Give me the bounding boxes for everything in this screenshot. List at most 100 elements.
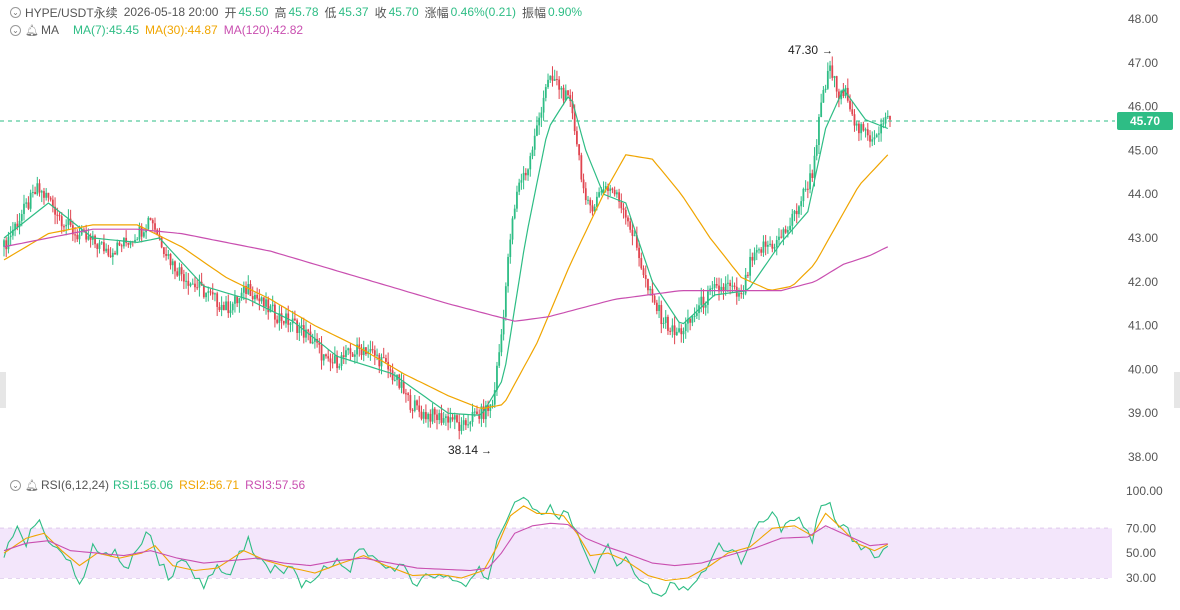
candle-body bbox=[615, 192, 618, 195]
amplitude-label: 振幅 bbox=[522, 5, 547, 20]
ma-label[interactable]: MA bbox=[40, 23, 59, 37]
right-scroll-handle[interactable] bbox=[1174, 372, 1180, 408]
rsi-legend: ⌄ 🔔︎ RSI(6,12,24) RSI1:56.06 RSI2:56.71 … bbox=[10, 477, 311, 493]
candle-body bbox=[234, 296, 236, 304]
candle-body bbox=[655, 302, 658, 312]
candle-body bbox=[842, 90, 845, 97]
candle-body bbox=[238, 298, 241, 304]
candle-body bbox=[194, 283, 196, 288]
candle-body bbox=[293, 318, 296, 321]
candle-body bbox=[635, 235, 638, 248]
collapse-chevron-icon[interactable]: ⌄ bbox=[10, 6, 21, 18]
candle-body bbox=[176, 271, 179, 276]
candle-body bbox=[795, 210, 798, 215]
candle-body bbox=[724, 283, 727, 291]
bell-icon[interactable]: 🔔︎ bbox=[25, 479, 39, 492]
candle-body bbox=[382, 357, 385, 359]
candle-body bbox=[826, 70, 829, 89]
candle-body bbox=[618, 192, 620, 202]
candle-body bbox=[749, 256, 752, 276]
bell-icon[interactable]: 🔔︎ bbox=[25, 24, 39, 37]
candle-body bbox=[853, 114, 856, 126]
candle-body bbox=[862, 124, 865, 131]
candle-body bbox=[624, 209, 627, 218]
candle-body bbox=[78, 234, 81, 240]
candle-body bbox=[473, 411, 476, 413]
candle-body bbox=[320, 344, 323, 361]
rsi2-value: RSI2:56.71 bbox=[179, 478, 240, 492]
candle-body bbox=[451, 417, 454, 420]
candle-body bbox=[87, 236, 90, 240]
candle-body bbox=[782, 229, 785, 238]
candle-body bbox=[762, 241, 765, 253]
candle-body bbox=[402, 381, 405, 394]
candle-body bbox=[560, 87, 563, 90]
candle-body bbox=[136, 239, 139, 241]
candle-body bbox=[309, 331, 312, 344]
candle-body bbox=[411, 409, 414, 411]
rsi-label[interactable]: RSI(6,12,24) bbox=[40, 478, 110, 492]
candle-body bbox=[849, 100, 851, 110]
candle-body bbox=[447, 416, 450, 423]
candle-body bbox=[556, 79, 558, 81]
candle-body bbox=[673, 325, 676, 336]
candle-body bbox=[376, 354, 378, 356]
candle-body bbox=[464, 420, 467, 426]
candle-body bbox=[493, 390, 496, 405]
high-marker: 47.30 bbox=[788, 43, 818, 57]
candle-body bbox=[742, 293, 745, 295]
high-arrow-icon: → bbox=[822, 45, 833, 57]
candle-body bbox=[329, 358, 332, 363]
left-scroll-handle[interactable] bbox=[0, 372, 6, 408]
candle-body bbox=[622, 208, 625, 210]
datetime-label: 2026-05-18 20:00 bbox=[123, 5, 219, 19]
candle-body bbox=[658, 304, 660, 312]
collapse-chevron-icon[interactable]: ⌄ bbox=[10, 479, 21, 491]
candle-body bbox=[387, 361, 390, 370]
candle-body bbox=[258, 298, 261, 302]
rsi-tick-label: 70.00 bbox=[1126, 521, 1156, 535]
candle-body bbox=[400, 381, 403, 388]
candle-body bbox=[875, 134, 878, 138]
candle-body bbox=[351, 353, 354, 357]
candle-body bbox=[165, 253, 168, 256]
candle-body bbox=[127, 242, 130, 245]
candle-body bbox=[564, 90, 567, 101]
candle-body bbox=[731, 285, 734, 287]
candle-body bbox=[167, 254, 170, 256]
candle-body bbox=[191, 283, 194, 285]
candle-body bbox=[134, 239, 136, 242]
candle-body bbox=[689, 318, 692, 323]
candle-body bbox=[644, 275, 647, 279]
price-tick-label: 42.00 bbox=[1128, 275, 1158, 289]
candle-body bbox=[198, 281, 201, 288]
candle-body bbox=[733, 285, 736, 287]
candle-body bbox=[758, 249, 760, 251]
candle-body bbox=[67, 218, 70, 225]
candle-body bbox=[453, 415, 456, 420]
candle-body bbox=[69, 218, 72, 226]
close-value: 45.70 bbox=[388, 5, 419, 19]
candle-body bbox=[600, 191, 603, 193]
candle-body bbox=[751, 256, 754, 261]
candle-body bbox=[531, 149, 534, 157]
candle-body bbox=[800, 201, 803, 207]
candle-body bbox=[513, 208, 516, 219]
candle-body bbox=[56, 214, 59, 216]
collapse-chevron-icon[interactable]: ⌄ bbox=[10, 24, 21, 36]
candle-body bbox=[225, 301, 227, 311]
price-tick-label: 47.00 bbox=[1128, 56, 1158, 70]
candle-body bbox=[766, 244, 769, 247]
price-tick-label: 46.00 bbox=[1128, 100, 1158, 114]
candle-body bbox=[864, 129, 867, 131]
price-tick-label: 40.00 bbox=[1128, 362, 1158, 376]
rsi-line-rsi2 bbox=[3, 505, 889, 582]
candle-body bbox=[667, 316, 669, 331]
candle-body bbox=[27, 202, 30, 209]
candle-body bbox=[496, 365, 498, 391]
candle-body bbox=[671, 325, 674, 332]
candle-body bbox=[276, 319, 279, 323]
candle-body bbox=[498, 352, 501, 366]
candle-body bbox=[9, 235, 12, 238]
